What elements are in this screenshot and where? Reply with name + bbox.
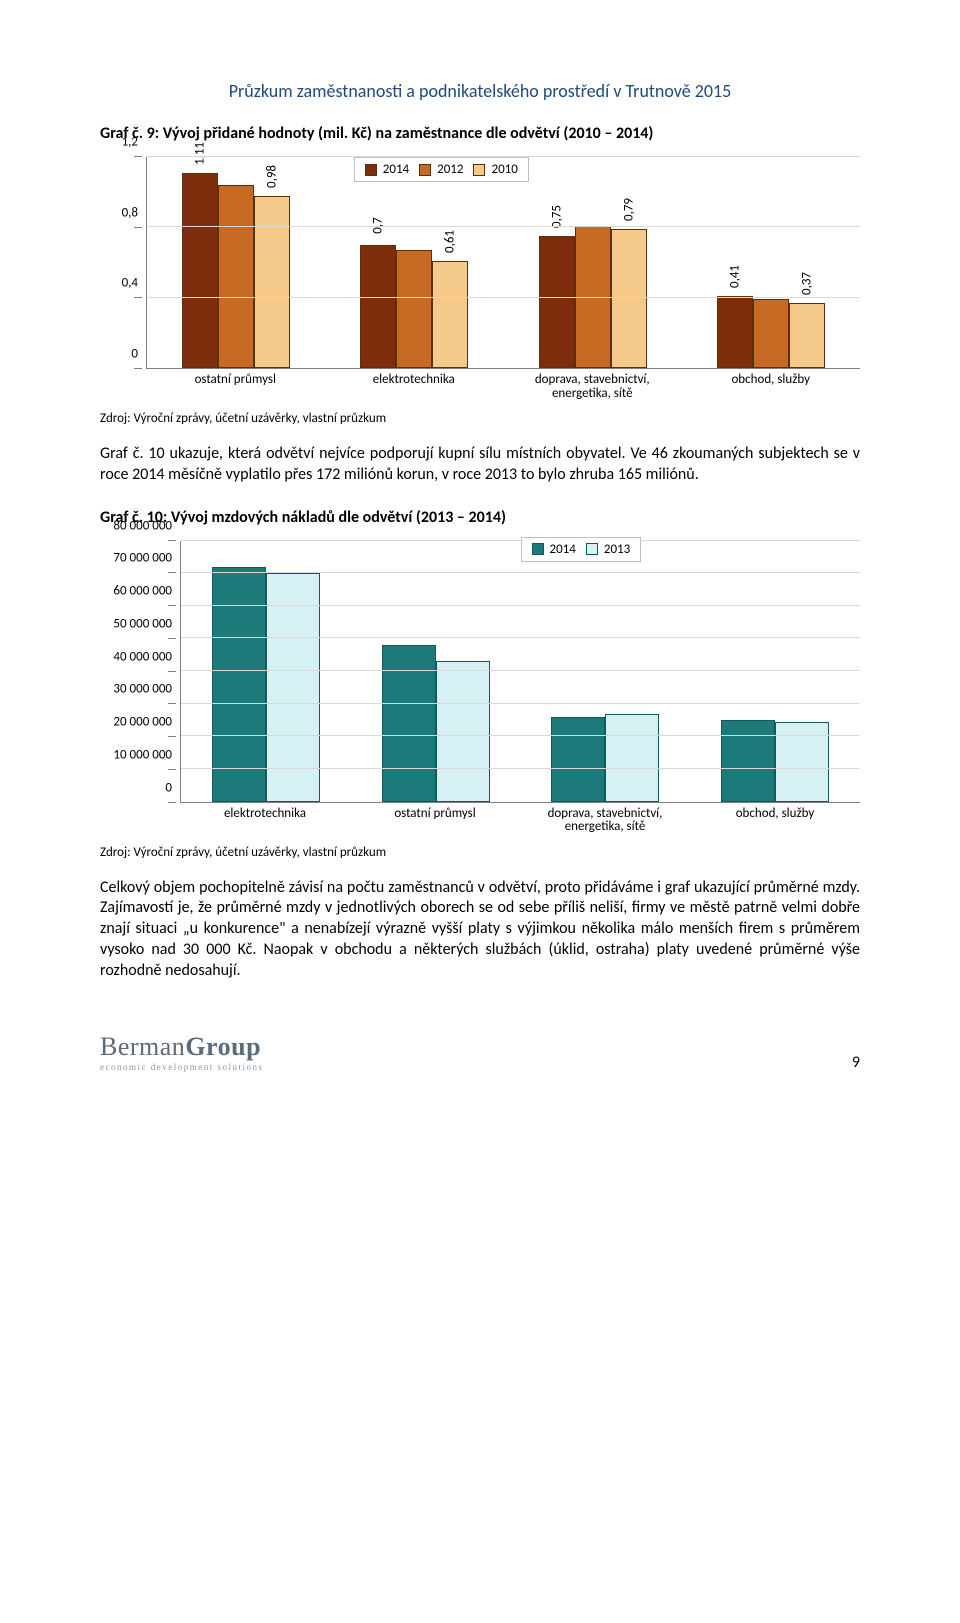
bar-group	[690, 541, 860, 802]
bar	[218, 185, 254, 368]
bar	[396, 250, 432, 368]
bar-group: 1,11 0,98	[147, 157, 325, 368]
legend-label: 2010	[491, 162, 517, 177]
bar	[721, 720, 775, 802]
bar: 1,11	[182, 173, 218, 368]
bar-group	[181, 541, 351, 802]
y-axis-label: 70 000 000	[113, 551, 172, 566]
bar: 0,79	[611, 229, 647, 368]
chart10-legend: 2014 2013	[521, 537, 642, 562]
x-axis-label: elektrotechnika	[180, 803, 350, 831]
logo-subtitle: economic development solutions	[100, 1062, 263, 1072]
bar-value-label: 0,75	[549, 205, 564, 228]
bar: 0,7	[360, 245, 396, 368]
y-axis-label: 0,8	[122, 205, 138, 220]
bar-value-label: 0,37	[799, 272, 814, 295]
legend-item: 2014	[365, 162, 409, 177]
legend-label: 2014	[550, 542, 576, 557]
chart9: 00,40,81,2 201420122010 1,110,980,70,610…	[100, 147, 860, 397]
legend-item: 2010	[473, 162, 517, 177]
bar-value-label: 0,61	[443, 230, 458, 253]
bar	[775, 722, 829, 802]
y-axis-label: 0	[131, 347, 138, 362]
bar	[436, 661, 490, 801]
legend-item: 2014	[532, 542, 576, 557]
x-axis-label: ostatní průmysl	[350, 803, 520, 831]
x-axis-label: ostatní průmysl	[146, 369, 325, 397]
x-axis-label: obchod, služby	[690, 803, 860, 831]
bar	[551, 717, 605, 802]
bar	[753, 299, 789, 368]
bar-group	[521, 541, 691, 802]
y-axis-label: 60 000 000	[113, 584, 172, 599]
y-axis-label: 50 000 000	[113, 616, 172, 631]
bar: 0,75	[539, 236, 575, 368]
bar-group: 0,75 0,79	[504, 157, 682, 368]
y-axis-label: 1,2	[122, 135, 138, 150]
footer-logo: BermanGroup economic development solutio…	[100, 1032, 263, 1072]
x-axis-label: obchod, služby	[682, 369, 861, 397]
chart10: 0 10 000 000 20 000 000 30 000 000 40 000 00…	[100, 531, 860, 831]
y-axis-label: 20 000 000	[113, 715, 172, 730]
bar: 0,37	[789, 303, 825, 368]
x-axis-label: doprava, stavebnictví,energetika, sítě	[520, 803, 690, 831]
x-axis-label: doprava, stavebnictví,energetika, sítě	[503, 369, 682, 397]
chart9-title: Graf č. 9: Vývoj přidané hodnoty (mil. K…	[100, 124, 860, 143]
x-axis-label: elektrotechnika	[325, 369, 504, 397]
legend-item: 2012	[419, 162, 463, 177]
bar: 0,41	[717, 296, 753, 368]
logo-text-a: Berman	[100, 1032, 185, 1061]
chart9-legend: 2014 2012 2010	[354, 157, 529, 182]
legend-item: 2013	[586, 542, 630, 557]
chart10-title: Graf č. 10: Vývoj mzdových nákladů dle o…	[100, 508, 860, 527]
bar-value-label: 0,98	[265, 165, 280, 188]
y-axis-label: 10 000 000	[113, 747, 172, 762]
page-number: 9	[852, 1053, 860, 1072]
chart10-source: Zdroj: Výroční zprávy, účetní uzávěrky, …	[100, 845, 860, 860]
y-axis-label: 30 000 000	[113, 682, 172, 697]
bar-group	[351, 541, 521, 802]
bar	[212, 567, 266, 802]
paragraph-2: Celkový objem pochopitelně závisí na poč…	[100, 878, 860, 982]
bar-value-label: 0,79	[621, 198, 636, 221]
y-axis-label: 40 000 000	[113, 649, 172, 664]
bar: 0,98	[254, 196, 290, 368]
doc-header: Průzkum zaměstnanosti a podnikatelského …	[100, 80, 860, 102]
legend-label: 2014	[383, 162, 409, 177]
chart9-source: Zdroj: Výroční zprávy, účetní uzávěrky, …	[100, 411, 860, 426]
y-axis-label: 0,4	[122, 276, 138, 291]
y-axis-label: 0	[165, 780, 172, 795]
logo-text-b: Group	[185, 1032, 261, 1061]
bar-group: 0,41 0,37	[682, 157, 860, 368]
legend-label: 2012	[437, 162, 463, 177]
bar	[605, 714, 659, 802]
legend-label: 2013	[604, 542, 630, 557]
bar-value-label: 1,11	[193, 142, 208, 165]
paragraph-1: Graf č. 10 ukazuje, která odvětví nejvíc…	[100, 444, 860, 486]
bar: 0,61	[432, 261, 468, 368]
bar	[382, 645, 436, 802]
y-axis-label: 80 000 000	[113, 518, 172, 533]
bar-group: 0,7 0,61	[325, 157, 503, 368]
bar-value-label: 0,41	[727, 265, 742, 288]
